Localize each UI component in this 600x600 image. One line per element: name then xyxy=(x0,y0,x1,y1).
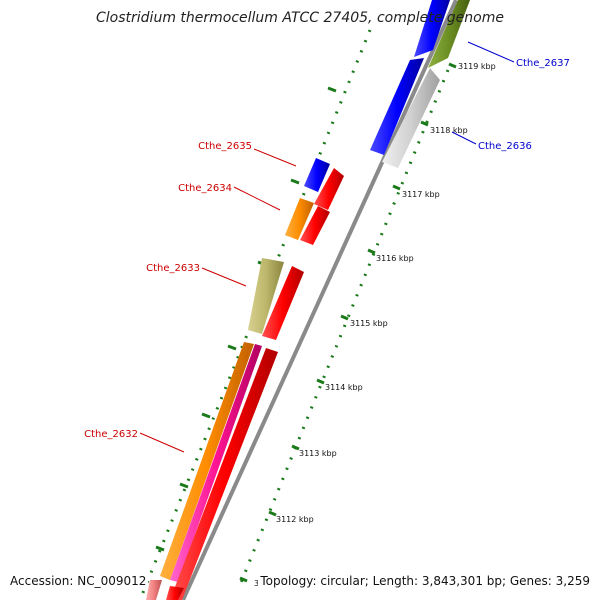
label-connectors xyxy=(139,41,515,453)
gene-cthe-2637-segment xyxy=(414,0,450,57)
gene-salmon xyxy=(146,580,162,600)
topology-label: Topology: circular; Length: 3,843,301 bp… xyxy=(258,574,592,588)
gene-cthe-2632 xyxy=(160,342,254,580)
scale-label-3118: 3118 kbp xyxy=(430,126,468,135)
label-cthe-2637: Cthe_2637 xyxy=(516,58,570,69)
map-title: Clostridium thermocellum ATCC 27405, com… xyxy=(96,10,504,26)
label-cthe-2636: Cthe_2636 xyxy=(478,141,532,152)
scale-label-3119: 3119 kbp xyxy=(458,62,496,71)
gene-right-red-1 xyxy=(314,168,344,210)
label-cthe-2633: Cthe_2633 xyxy=(146,263,200,274)
inner-major-ticks xyxy=(239,62,457,583)
gene-right-red-5 xyxy=(166,586,184,600)
label-cthe-2634: Cthe_2634 xyxy=(178,183,232,194)
gene-cthe-2637 xyxy=(370,58,424,155)
gene-cthe-2633 xyxy=(248,258,284,334)
scale-label-3114: 3114 kbp xyxy=(325,383,363,392)
gene-right-red-2 xyxy=(300,206,330,245)
gene-olive-segment xyxy=(428,0,470,68)
scale-label-3116: 3116 kbp xyxy=(376,254,414,263)
gene-labels: Cthe_2637 Cthe_2636 Cthe_2635 Cthe_2634 … xyxy=(84,58,570,440)
gene-cthe-2635 xyxy=(304,158,330,192)
gene-cthe-2636 xyxy=(382,68,440,168)
scale-label-3113: 3113 kbp xyxy=(299,449,337,458)
gene-cthe-2634 xyxy=(285,198,314,240)
scale-label-3112: 3112 kbp xyxy=(276,515,314,524)
scale-label-partial: 3 xyxy=(254,579,259,588)
genome-backbone xyxy=(181,0,458,600)
scale-label-3117: 3117 kbp xyxy=(402,190,440,199)
label-cthe-2632: Cthe_2632 xyxy=(84,429,138,440)
accession-label: Accession: NC_009012 xyxy=(8,574,149,588)
forward-features xyxy=(146,0,470,600)
scale-label-3115: 3115 kbp xyxy=(350,319,388,328)
scale-labels: 3119 kbp 3118 kbp 3117 kbp 3116 kbp 3115… xyxy=(254,62,496,588)
gene-right-red-3 xyxy=(262,266,304,340)
label-cthe-2635: Cthe_2635 xyxy=(198,141,252,152)
gene-pink xyxy=(170,344,262,582)
gene-right-red-4 xyxy=(170,348,278,600)
